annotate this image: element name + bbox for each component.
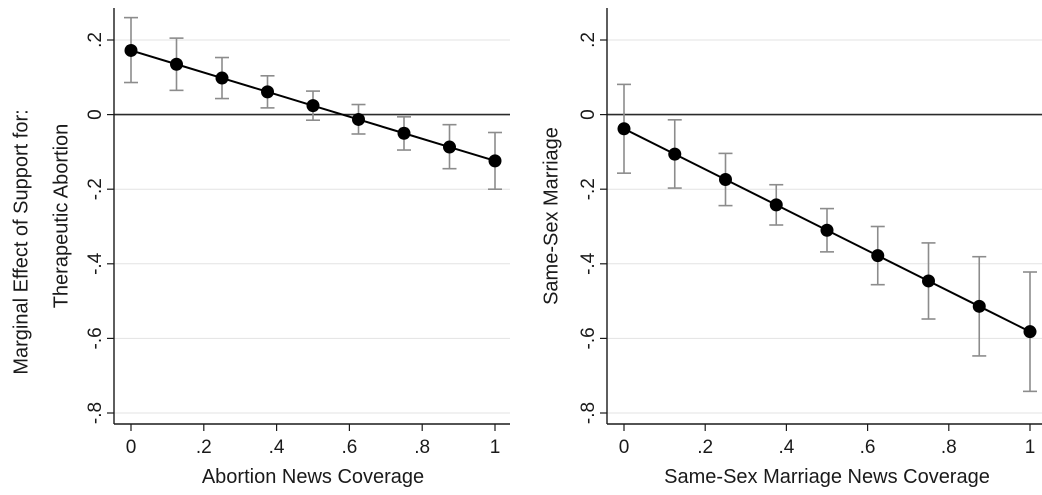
y-tick-label: -.4 [85,252,106,275]
x-tick-label: .8 [414,437,430,458]
left-panel: .2 0 -.2 -.4 -.6 -.8 0 .2 .4 .6 .8 1 Abortion News C… [50,8,510,488]
y-tick-label: 0 [85,109,106,120]
y-tick-label: -.4 [578,252,599,275]
x-axis-label: Abortion News Coverage [202,466,424,488]
data-point [769,198,783,212]
x-tick-label: 0 [619,437,630,458]
y-tick-label: 0 [578,109,599,120]
x-tick-label: .6 [860,437,876,458]
data-point [871,249,885,263]
data-point [922,274,935,288]
data-point [352,112,365,126]
x-tick-label: 0 [126,437,137,458]
x-tick-label: 1 [490,437,501,458]
data-point [306,99,320,113]
y-axis-label: Therapeutic Abortion [50,124,72,309]
y-tick-label: -.6 [578,327,599,349]
x-tick-label: .2 [697,437,713,458]
y-tick-label: -.2 [578,178,599,200]
x-tick-label: .4 [269,437,285,458]
x-tick-label: 1 [1025,437,1036,458]
x-axis-label: Same-Sex Marriage News Coverage [664,466,990,488]
data-point [170,57,183,71]
x-tick-label: .8 [941,437,957,458]
data-point [261,85,274,99]
y-tick-label: .2 [578,32,599,48]
y-tick-label: -.2 [85,178,106,200]
x-tick-label: .6 [341,437,357,458]
y-axis-label: Same-Sex Marriage [540,127,562,305]
y-tick-label: .2 [85,32,106,48]
y-tick-label: -.8 [578,402,599,424]
y-tick-label: -.8 [85,402,106,424]
data-point [124,43,138,57]
data-point [443,140,456,154]
data-point [668,147,682,161]
x-tick-label: .2 [196,437,212,458]
data-point [617,122,631,136]
data-point [397,126,411,140]
data-point [1023,325,1037,339]
y-tick-label: -.6 [85,327,106,349]
x-tick-label: .4 [778,437,794,458]
data-point [719,173,732,187]
data-point [488,154,502,168]
data-point [820,223,834,237]
right-panel: .2 0 -.2 -.4 -.6 -.8 0 .2 .4 .6 .8 1 Same-Sex Marria… [540,8,1042,488]
shared-y-axis-label: Marginal Effect of Support for: [10,109,32,374]
data-point [972,299,986,313]
data-point [215,71,229,85]
